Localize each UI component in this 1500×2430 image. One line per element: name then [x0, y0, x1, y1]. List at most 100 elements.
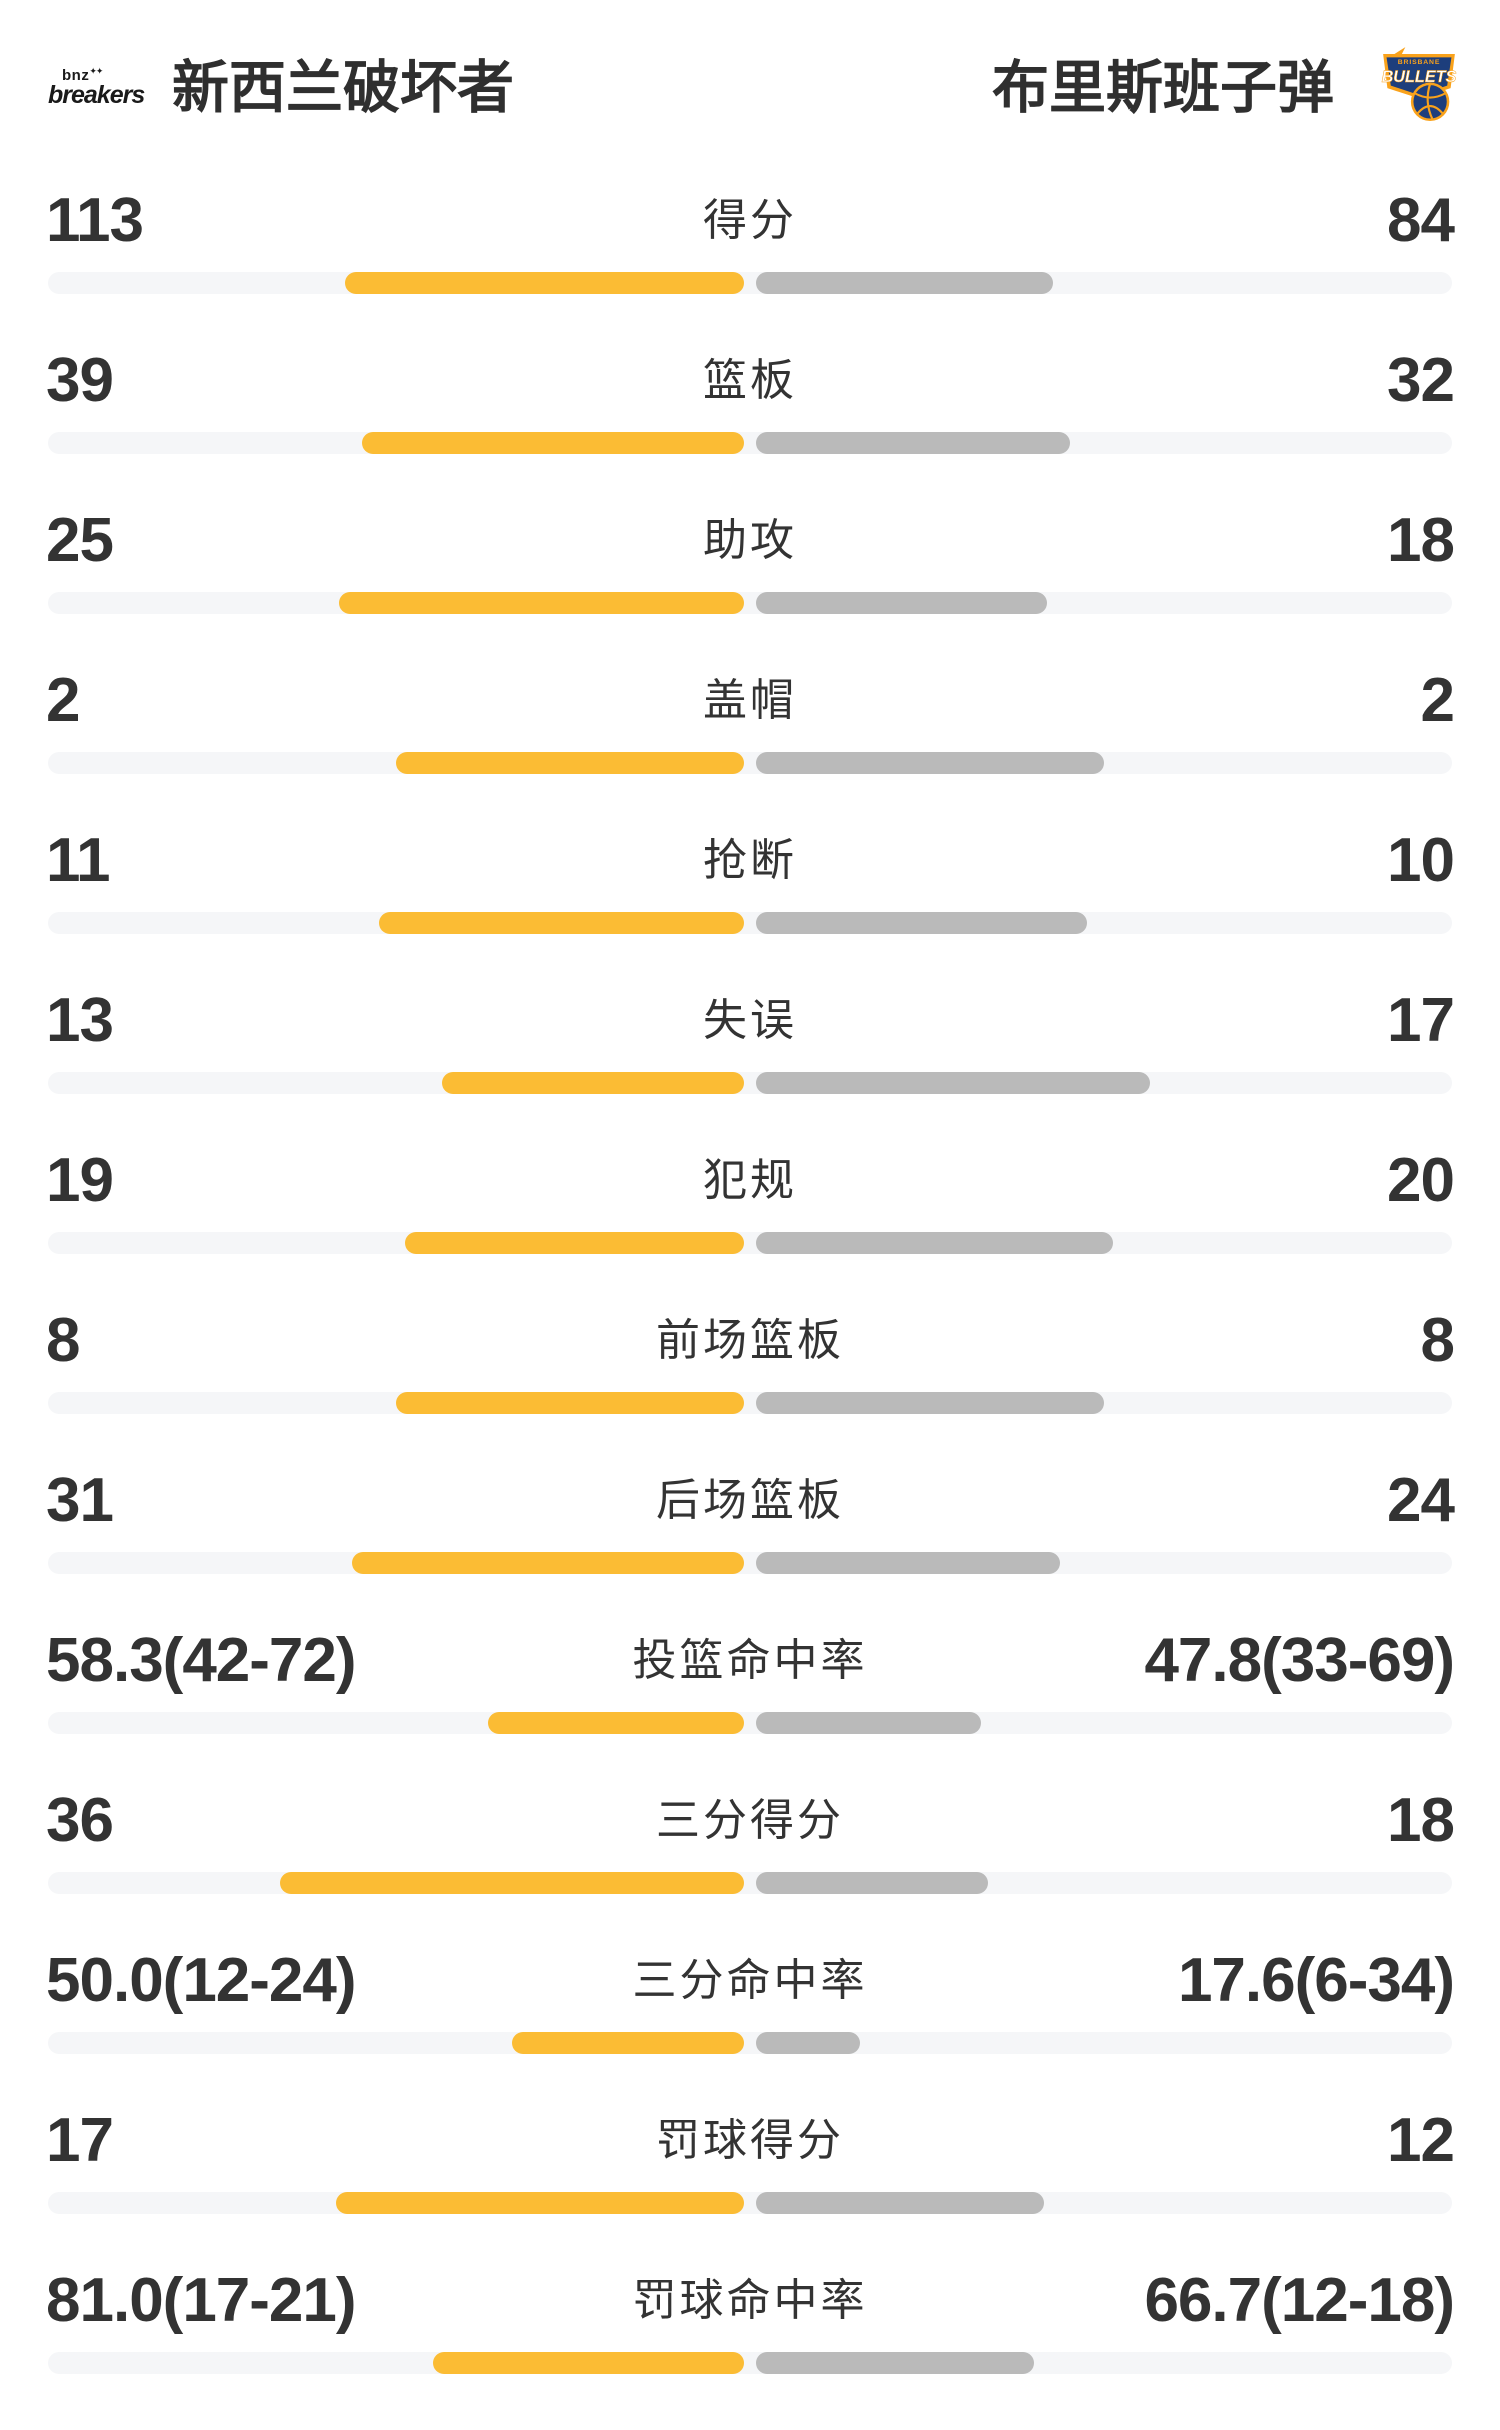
home-team-name[interactable]: 新西兰破坏者: [172, 56, 514, 120]
home-value: 58.3(42-72): [46, 1626, 357, 1695]
stat-label: 三分得分: [656, 1796, 844, 1845]
bar-track: [48, 1552, 1452, 1574]
stat-label: 失误: [703, 996, 797, 1045]
home-bar: [396, 1392, 744, 1414]
home-value: 8: [46, 1306, 80, 1375]
stat-row: 13 失误 17: [0, 990, 1500, 1150]
home-value: 25: [46, 506, 114, 575]
stat-label: 抢断: [703, 836, 797, 885]
bar-track: [48, 1392, 1452, 1414]
breakers-logo-bnz: bnz: [62, 66, 90, 84]
stat-label: 罚球得分: [656, 2116, 844, 2165]
away-bar: [756, 592, 1048, 614]
away-value: 17.6(6-34): [1177, 1946, 1455, 2015]
stat-label: 得分: [703, 196, 797, 245]
home-bar: [432, 2352, 744, 2374]
away-bar: [756, 1392, 1104, 1414]
home-bar: [279, 1872, 744, 1894]
away-bar: [756, 2192, 1044, 2214]
away-value: 10: [1387, 826, 1455, 895]
away-bar: [756, 912, 1088, 934]
stat-row: 58.3(42-72) 投篮命中率 47.8(33-69): [0, 1630, 1500, 1790]
stats-list: 113 得分 84 39 篮板 32 25 助攻 18: [0, 190, 1500, 2430]
home-bar: [351, 1552, 744, 1574]
stat-label: 后场篮板: [656, 1476, 844, 1525]
stat-row: 2 盖帽 2: [0, 670, 1500, 830]
stat-label: 助攻: [703, 516, 797, 565]
bar-track: [48, 912, 1452, 934]
stat-row: 113 得分 84: [0, 190, 1500, 350]
home-value: 11: [46, 826, 111, 895]
away-value: 32: [1387, 346, 1455, 415]
bullets-logo-icon[interactable]: BRISBANE BULLETS: [1376, 42, 1462, 124]
away-value: 12: [1387, 2106, 1455, 2175]
stat-label: 犯规: [703, 1156, 797, 1205]
bar-track: [48, 2032, 1452, 2054]
home-value: 19: [46, 1146, 114, 1215]
stat-row: 17 罚球得分 12: [0, 2110, 1500, 2270]
bar-track: [48, 2352, 1452, 2374]
home-value: 81.0(17-21): [46, 2266, 357, 2335]
stat-label: 前场篮板: [656, 1316, 844, 1365]
home-value: 36: [46, 1786, 114, 1855]
home-value: 2: [46, 666, 80, 735]
away-bar: [756, 1552, 1060, 1574]
away-value: 18: [1387, 1786, 1455, 1855]
stat-label: 篮板: [703, 356, 797, 405]
header: bnz✦✦ breakers 新西兰破坏者 布里斯班子弹 BRISBANE BU…: [48, 40, 1462, 126]
home-bar: [487, 1712, 744, 1734]
home-bar: [512, 2032, 744, 2054]
home-bar: [404, 1232, 744, 1254]
bar-track: [48, 1872, 1452, 1894]
basketball-icon: [1410, 82, 1450, 122]
away-value: 8: [1420, 1306, 1455, 1375]
away-value: 20: [1387, 1146, 1455, 1215]
home-bar: [336, 2192, 744, 2214]
home-bar: [396, 752, 744, 774]
away-value: 66.7(12-18): [1144, 2266, 1455, 2335]
bar-track: [48, 272, 1452, 294]
home-value: 13: [46, 986, 114, 1055]
away-bar: [756, 1712, 982, 1734]
breakers-logo-icon[interactable]: bnz✦✦ breakers: [48, 65, 145, 109]
home-value: 17: [46, 2106, 114, 2175]
bullets-logo-banner-text: BRISBANE: [1398, 59, 1441, 66]
stat-row: 36 三分得分 18: [0, 1790, 1500, 1950]
bar-track: [48, 592, 1452, 614]
home-bar: [442, 1072, 744, 1094]
away-bar: [756, 272, 1053, 294]
away-value: 2: [1420, 666, 1455, 735]
away-bar: [756, 1872, 988, 1894]
stat-row: 19 犯规 20: [0, 1150, 1500, 1310]
stat-row: 11 抢断 10: [0, 830, 1500, 990]
away-bar: [756, 1072, 1151, 1094]
home-bar: [379, 912, 744, 934]
stat-label: 盖帽: [703, 676, 797, 725]
bar-track: [48, 1712, 1452, 1734]
stat-row: 81.0(17-21) 罚球命中率 66.7(12-18): [0, 2270, 1500, 2430]
away-bar: [756, 1232, 1113, 1254]
bar-track: [48, 1232, 1452, 1254]
home-value: 113: [46, 186, 144, 255]
stat-row: 31 后场篮板 24: [0, 1470, 1500, 1630]
away-value: 24: [1387, 1466, 1455, 1535]
sparkle-icon: ✦✦: [89, 65, 103, 76]
breakers-logo-word: breakers: [48, 80, 145, 109]
home-value: 50.0(12-24): [46, 1946, 357, 2015]
home-bar: [339, 592, 744, 614]
away-bar: [756, 2032, 861, 2054]
stat-row: 50.0(12-24) 三分命中率 17.6(6-34): [0, 1950, 1500, 2110]
home-bar: [344, 272, 744, 294]
bullets-logo-main-text: BULLETS: [1382, 68, 1457, 86]
away-value: 84: [1387, 186, 1455, 255]
home-value: 39: [46, 346, 114, 415]
stat-label: 三分命中率: [632, 1956, 868, 2005]
stat-row: 25 助攻 18: [0, 510, 1500, 670]
home-value: 31: [46, 1466, 114, 1535]
away-bar: [756, 2352, 1035, 2374]
away-team-name[interactable]: 布里斯班子弹: [992, 56, 1334, 120]
away-bar: [756, 432, 1070, 454]
away-value: 18: [1387, 506, 1455, 575]
away-value: 17: [1387, 986, 1455, 1055]
bar-track: [48, 752, 1452, 774]
